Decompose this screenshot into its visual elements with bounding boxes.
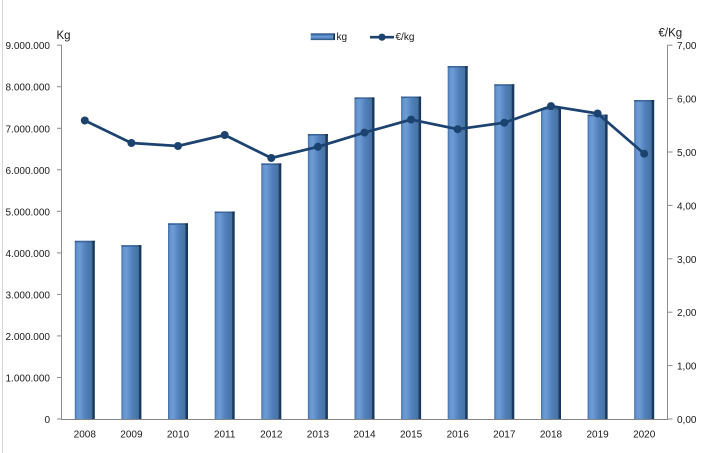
svg-text:2013: 2013 xyxy=(307,430,330,441)
svg-text:4,00: 4,00 xyxy=(677,201,697,212)
svg-text:2.000.000: 2.000.000 xyxy=(6,332,51,343)
svg-text:9.000.000: 9.000.000 xyxy=(6,41,51,52)
svg-text:2017: 2017 xyxy=(493,430,516,441)
svg-text:4.000.000: 4.000.000 xyxy=(6,249,51,260)
svg-text:7.000.000: 7.000.000 xyxy=(6,124,51,135)
svg-text:Kg: Kg xyxy=(57,30,71,42)
svg-text:1,00: 1,00 xyxy=(677,362,697,373)
svg-text:5.000.000: 5.000.000 xyxy=(6,207,51,218)
svg-text:3.000.000: 3.000.000 xyxy=(6,290,51,301)
svg-text:0,00: 0,00 xyxy=(677,415,697,426)
svg-text:2019: 2019 xyxy=(586,430,609,441)
svg-text:6,00: 6,00 xyxy=(677,95,697,106)
svg-text:5,00: 5,00 xyxy=(677,148,697,159)
svg-text:€/kg: €/kg xyxy=(396,32,415,43)
svg-text:2015: 2015 xyxy=(400,430,423,441)
svg-text:3,00: 3,00 xyxy=(677,255,697,266)
svg-text:2010: 2010 xyxy=(167,430,190,441)
svg-text:2,00: 2,00 xyxy=(677,308,697,319)
svg-text:6.000.000: 6.000.000 xyxy=(6,166,51,177)
svg-text:8.000.000: 8.000.000 xyxy=(6,83,51,94)
svg-text:2020: 2020 xyxy=(633,430,656,441)
svg-text:2009: 2009 xyxy=(120,430,143,441)
svg-text:2008: 2008 xyxy=(74,430,97,441)
svg-text:7,00: 7,00 xyxy=(677,41,697,52)
svg-text:2014: 2014 xyxy=(353,430,376,441)
svg-text:kg: kg xyxy=(337,32,348,43)
svg-text:1.000.000: 1.000.000 xyxy=(6,374,51,385)
svg-text:0: 0 xyxy=(44,415,50,426)
svg-text:2012: 2012 xyxy=(260,430,283,441)
svg-text:2011: 2011 xyxy=(214,430,236,441)
svg-text:€/Kg: €/Kg xyxy=(659,28,683,40)
svg-text:2016: 2016 xyxy=(447,430,470,441)
svg-text:2018: 2018 xyxy=(540,430,563,441)
